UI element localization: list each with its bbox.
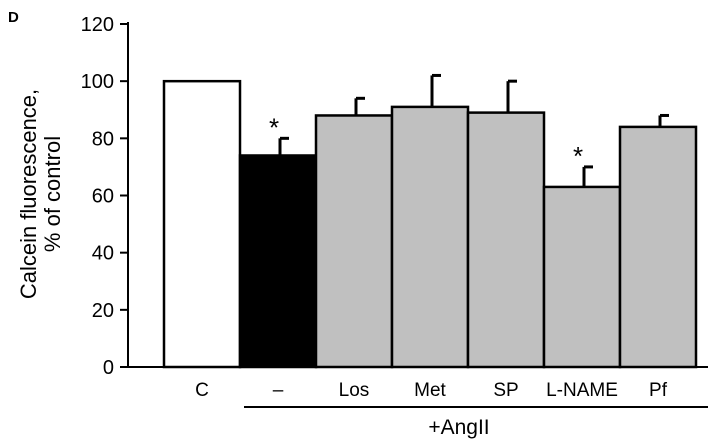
category-label: C bbox=[195, 380, 209, 401]
bar bbox=[618, 125, 698, 369]
y-tick-label: 20 bbox=[92, 300, 114, 322]
y-axis-label-line-1: Calcein fluorescence, bbox=[16, 89, 41, 299]
group-label: +AngII bbox=[428, 416, 489, 439]
y-tick-label: 120 bbox=[81, 14, 114, 36]
bars: ** bbox=[162, 73, 698, 369]
y-tick-label: 100 bbox=[81, 71, 114, 93]
bar bbox=[542, 185, 622, 369]
y-axis: 0 20 40 60 80 100 120 bbox=[81, 14, 129, 379]
y-tick-label: 60 bbox=[92, 186, 114, 208]
bar bbox=[390, 105, 470, 369]
category-label: L-NAME bbox=[546, 380, 618, 401]
bar bbox=[162, 79, 242, 369]
y-axis-label-line-2: % of control bbox=[40, 136, 65, 252]
group-bracket: +AngII bbox=[244, 406, 708, 439]
y-tick-label: 0 bbox=[103, 357, 114, 379]
category-label: Met bbox=[414, 380, 446, 401]
y-tick-label: 40 bbox=[92, 243, 114, 265]
significance-marker: * bbox=[573, 141, 583, 171]
bar bbox=[466, 111, 546, 369]
panel-label: D bbox=[8, 9, 19, 26]
bar bbox=[314, 114, 394, 369]
y-tick-label: 80 bbox=[92, 128, 114, 150]
significance-marker: * bbox=[269, 112, 279, 142]
category-label: – bbox=[273, 380, 284, 401]
category-label: Los bbox=[339, 380, 370, 401]
bar bbox=[238, 154, 318, 369]
y-axis-label: Calcein fluorescence, % of control bbox=[16, 89, 65, 299]
x-axis: C – Los Met SP L-NAME Pf bbox=[128, 366, 708, 401]
category-label: SP bbox=[493, 380, 518, 401]
category-label: Pf bbox=[649, 380, 668, 401]
